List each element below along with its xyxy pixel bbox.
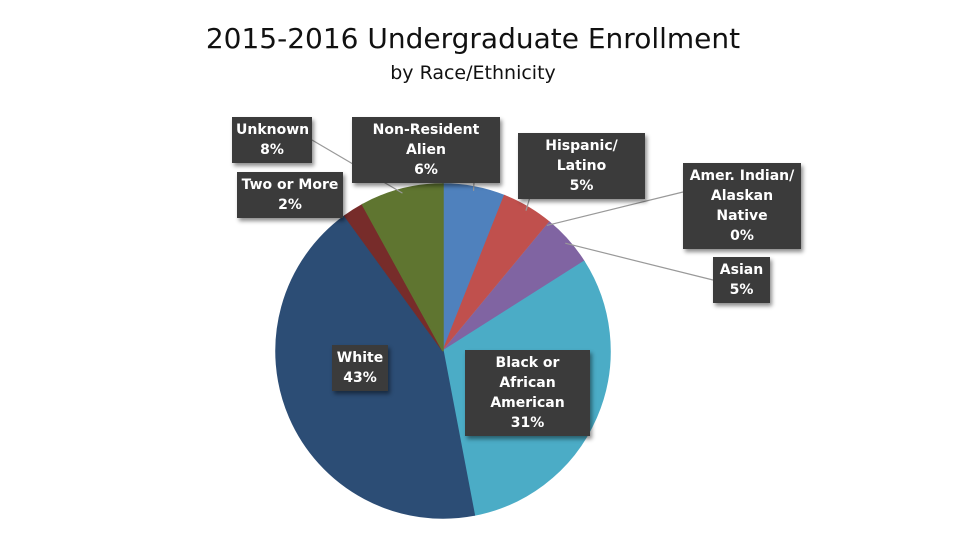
label-value: 5% — [729, 282, 754, 298]
label-value: 0% — [730, 228, 754, 244]
label-name: Amer. Indian/ Alaskan Native — [689, 168, 795, 224]
leader-line — [546, 191, 684, 226]
leader-line — [565, 242, 714, 281]
data-label: Black or African American 31% — [465, 350, 590, 436]
label-value: 5% — [569, 178, 594, 194]
label-name: Asian — [719, 262, 764, 278]
label-value: 43% — [343, 370, 377, 386]
label-value: 2% — [278, 197, 302, 213]
data-label: White 43% — [332, 345, 388, 391]
label-name: White — [336, 350, 384, 366]
data-label: Hispanic/ Latino 5% — [518, 133, 645, 199]
data-label: Unknown 8% — [232, 117, 312, 163]
data-label: Amer. Indian/ Alaskan Native 0% — [683, 163, 801, 249]
label-name: Unknown — [236, 122, 310, 138]
label-value: 6% — [414, 162, 438, 178]
chart-title: 2015-2016 Undergraduate Enrollment — [205, 22, 741, 55]
label-value: 31% — [510, 415, 545, 431]
data-label: Asian 5% — [713, 257, 770, 303]
label-name: Two or More — [241, 177, 339, 193]
chart-subtitle: by Race/Ethnicity — [390, 62, 556, 84]
label-name: Black or African American — [490, 355, 565, 411]
label-name: Non-Resident Alien — [372, 122, 480, 158]
label-value: 8% — [260, 142, 284, 158]
label-name: Hispanic/ Latino — [545, 138, 618, 174]
data-label: Two or More 2% — [237, 172, 343, 218]
pie-slice — [361, 183, 444, 352]
data-label: Non-Resident Alien 6% — [352, 117, 500, 183]
